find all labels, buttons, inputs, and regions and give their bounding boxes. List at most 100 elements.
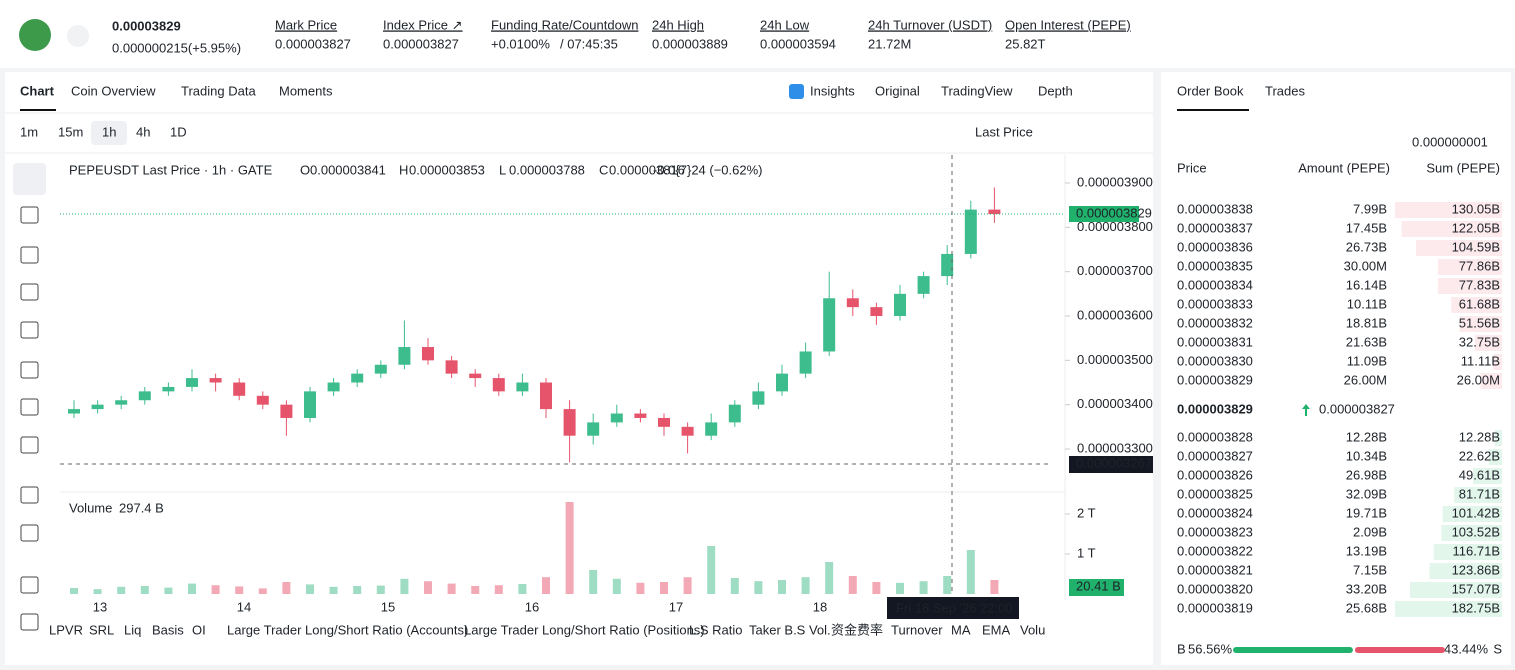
candle-body	[115, 400, 128, 405]
volume-bar	[848, 576, 857, 594]
favorite[interactable]	[67, 25, 89, 47]
order-price[interactable]: 0.000003820	[1177, 581, 1253, 596]
volume-bar	[188, 583, 196, 594]
order-price[interactable]: 0.000003838	[1177, 201, 1253, 216]
order-price[interactable]: 0.000003833	[1177, 296, 1253, 311]
tool-icon[interactable]	[20, 613, 39, 631]
interval[interactable]: 1m	[20, 124, 38, 139]
candle-body	[752, 391, 765, 405]
order-price[interactable]: 0.000003832	[1177, 315, 1253, 330]
book-tab[interactable]: Order Book	[1177, 83, 1244, 98]
order-sum: 26.00M	[1457, 372, 1500, 387]
depth-bar	[1401, 221, 1502, 237]
order-price[interactable]: 0.000003824	[1177, 505, 1253, 520]
indicator[interactable]: MA	[951, 622, 971, 637]
view-tab[interactable]: Depth	[1038, 83, 1073, 98]
view-tab[interactable]: TradingView	[941, 83, 1013, 98]
indicator[interactable]: OI	[192, 622, 206, 637]
order-sum: 182.75B	[1452, 600, 1500, 615]
indicator[interactable]: LPVR	[49, 622, 83, 637]
interval[interactable]: 1D	[170, 124, 187, 139]
volume-bar	[400, 578, 409, 594]
candle-body	[728, 404, 741, 423]
candle-body	[162, 386, 175, 392]
tool-icon[interactable]	[20, 436, 39, 454]
tool-icon[interactable]	[20, 524, 39, 542]
order-sum: 32.75B	[1459, 334, 1500, 349]
candle-body	[587, 422, 600, 436]
volume-bar	[258, 588, 267, 594]
order-price[interactable]: 0.000003822	[1177, 543, 1253, 558]
tool-icon[interactable]	[20, 206, 39, 224]
chart-tab[interactable]: Moments	[279, 83, 333, 98]
precision[interactable]: 0.000000001	[1412, 134, 1488, 149]
order-price[interactable]: 0.000003835	[1177, 258, 1253, 273]
order-amount: 2.09B	[1353, 524, 1387, 539]
interval[interactable]: 15m	[58, 124, 83, 139]
order-price[interactable]: 0.000003828	[1177, 429, 1253, 444]
chart-tab[interactable]: Trading Data	[181, 83, 256, 98]
order-price[interactable]: 0.000003837	[1177, 220, 1253, 235]
order-sum: 12.28B	[1459, 429, 1500, 444]
column-header: Amount (PEPE)	[1298, 160, 1390, 175]
interval[interactable]: 1h	[102, 124, 116, 139]
book-tab[interactable]: Trades	[1265, 83, 1305, 98]
price-type[interactable]: Last Price	[975, 124, 1033, 139]
chart-tab[interactable]: Coin Overview	[71, 83, 156, 98]
interval[interactable]: 4h	[136, 124, 150, 139]
column-header: Sum (PEPE)	[1426, 160, 1500, 175]
tool-icon[interactable]	[20, 361, 39, 379]
indicator[interactable]: Turnover	[891, 622, 943, 637]
order-price[interactable]: 0.000003827	[1177, 448, 1253, 463]
volume-bar	[801, 577, 810, 594]
crosshair-time-tag	[887, 597, 1019, 619]
view-tab[interactable]: Insights	[810, 83, 855, 98]
tool-icon[interactable]	[20, 283, 39, 301]
candle-body	[610, 413, 623, 423]
interval-selected[interactable]	[91, 121, 127, 145]
view-tab[interactable]: Original	[875, 83, 920, 98]
order-price[interactable]: 0.000003830	[1177, 353, 1253, 368]
last-trade-price: 0.000003829	[1177, 401, 1253, 416]
stat-value: 25.82T	[1005, 36, 1046, 51]
tool-icon[interactable]	[20, 576, 39, 594]
candle-body	[988, 209, 1001, 215]
order-price[interactable]: 0.000003821	[1177, 562, 1253, 577]
stat-label: Index Price ↗	[383, 17, 463, 32]
order-price[interactable]: 0.000003829	[1177, 372, 1253, 387]
order-price[interactable]: 0.000003819	[1177, 600, 1253, 615]
order-price[interactable]: 0.000003834	[1177, 277, 1253, 292]
indicator[interactable]: Volu	[1020, 622, 1045, 637]
indicator[interactable]: L.S Ratio	[689, 622, 742, 637]
x-tick-label: 18	[813, 599, 827, 614]
depth-bar	[1415, 240, 1502, 256]
stat-value: 0.000003827	[383, 36, 459, 51]
tool-selected[interactable]	[13, 163, 46, 195]
candle-body	[634, 413, 647, 418]
indicator[interactable]: 资金费率	[831, 622, 883, 637]
chart-tab[interactable]: Chart	[20, 83, 55, 98]
order-price[interactable]: 0.000003825	[1177, 486, 1253, 501]
indicator[interactable]: SRL	[89, 622, 114, 637]
order-sum: 11.11B	[1461, 353, 1500, 368]
indicator[interactable]: Basis	[152, 622, 184, 637]
order-price[interactable]: 0.000003831	[1177, 334, 1253, 349]
indicator[interactable]: Large Trader Long/Short Ratio (Positions…	[464, 622, 705, 637]
order-sum: 77.86B	[1459, 258, 1500, 273]
indicator[interactable]: Liq	[124, 622, 141, 637]
tool-icon[interactable]	[20, 321, 39, 339]
indicator[interactable]: Large Trader Long/Short Ratio (Accounts)	[227, 622, 468, 637]
candle-body	[776, 373, 788, 392]
order-price[interactable]: 0.000003823	[1177, 524, 1253, 539]
tool-icon[interactable]	[20, 486, 39, 504]
tool-icon[interactable]	[20, 246, 39, 264]
ohlc-label: O	[300, 162, 310, 177]
tool-icon[interactable]	[20, 398, 39, 416]
order-price[interactable]: 0.000003826	[1177, 467, 1253, 482]
order-amount: 13.19B	[1346, 543, 1387, 558]
volume-tick-label: 1 T	[1077, 545, 1096, 560]
indicator[interactable]: EMA	[982, 622, 1011, 637]
indicator[interactable]: Taker B.S Vol.	[749, 622, 831, 637]
candle-body	[233, 382, 246, 396]
order-price[interactable]: 0.000003836	[1177, 239, 1253, 254]
